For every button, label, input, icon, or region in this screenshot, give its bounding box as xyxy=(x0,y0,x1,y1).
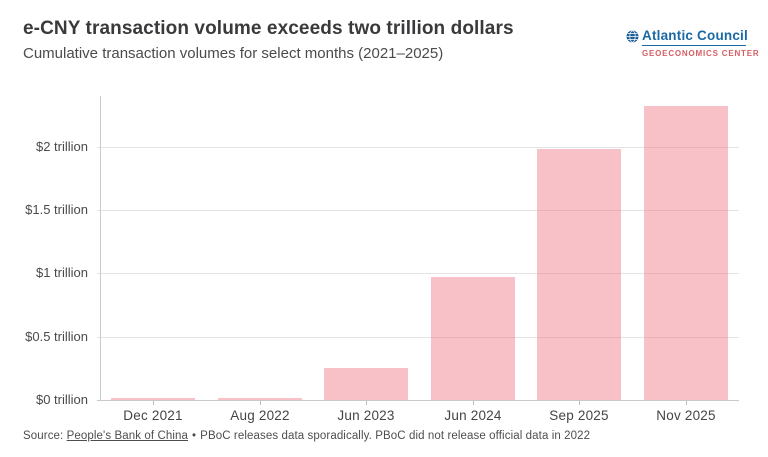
x-axis-tick-label: Aug 2022 xyxy=(230,408,290,423)
x-axis-tick xyxy=(579,401,580,405)
y-axis-tick-label: $1.5 trillion xyxy=(25,202,88,217)
y-axis-tick-label: $1 trillion xyxy=(35,265,88,280)
x-axis-tick-label: Jun 2024 xyxy=(444,408,502,423)
page-title: e-CNY transaction volume exceeds two tri… xyxy=(23,18,514,39)
x-axis-tick-label: Dec 2021 xyxy=(123,408,183,423)
source-link[interactable]: People's Bank of China xyxy=(66,430,189,442)
logo-divider xyxy=(642,45,746,46)
x-axis-line xyxy=(97,400,739,401)
source-separator: • xyxy=(192,430,197,442)
y-grid-line xyxy=(97,147,739,148)
y-grid-line xyxy=(97,210,739,211)
page-subtitle: Cumulative transaction volumes for selec… xyxy=(23,45,444,62)
x-axis-tick-label: Nov 2025 xyxy=(656,408,716,423)
x-axis-tick xyxy=(153,401,154,405)
logo-org-name: Atlantic Council xyxy=(642,28,748,43)
source-prefix: Source: xyxy=(23,430,64,442)
x-axis-tick xyxy=(366,401,367,405)
y-grid-line xyxy=(97,337,739,338)
bar-aug-2022 xyxy=(218,398,302,400)
logo-center-name: GEOECONOMICS CENTER xyxy=(642,49,760,58)
bar-sep-2025 xyxy=(537,149,621,400)
y-grid-line xyxy=(97,273,739,274)
y-axis-line xyxy=(100,96,101,400)
x-axis-tick xyxy=(473,401,474,405)
x-axis-tick xyxy=(686,401,687,405)
x-axis-tick-label: Sep 2025 xyxy=(549,408,609,423)
y-axis-tick-label: $0.5 trillion xyxy=(25,329,88,344)
bar-jun-2024 xyxy=(431,277,515,400)
y-axis-tick-label: $2 trillion xyxy=(35,139,88,154)
logo-text: Atlantic Council GEOECONOMICS CENTER xyxy=(642,28,759,58)
y-axis-tick-label: $0 trillion xyxy=(35,392,88,407)
source-text: PBoC releases data sporadically. PBoC di… xyxy=(200,430,591,442)
bar-dec-2021 xyxy=(111,398,195,400)
x-axis-tick-label: Jun 2023 xyxy=(337,408,395,423)
x-axis-tick xyxy=(260,401,261,405)
bar-nov-2025 xyxy=(644,106,728,400)
atlantic-council-logo: Atlantic Council GEOECONOMICS CENTER xyxy=(626,28,759,58)
source-note: Source: People's Bank of China • PBoC rele… xyxy=(23,430,590,442)
globe-icon xyxy=(626,30,639,48)
bar-jun-2023 xyxy=(324,368,408,400)
